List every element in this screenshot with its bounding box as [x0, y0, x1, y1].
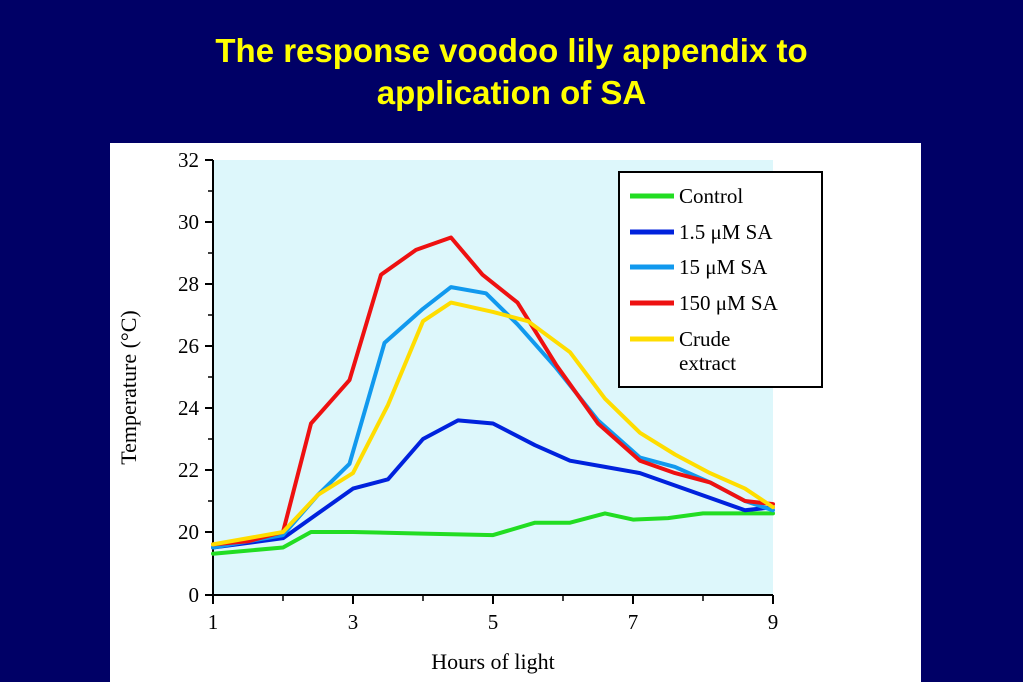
x-tick-label: 3	[348, 610, 359, 634]
legend-label: extract	[679, 351, 736, 375]
series-line-control	[211, 511, 775, 556]
y-tick-label: 30	[178, 210, 199, 234]
line-chart: 0 20 22 24 26 28 30 32 1 3 5 7 9 Hours of light Temper…	[116, 148, 823, 674]
y-axis-title: Temperature (°C)	[116, 310, 141, 464]
legend-box	[618, 171, 823, 388]
y-tick-label: 32	[178, 148, 199, 172]
y-tick-label: 20	[178, 520, 199, 544]
slide-title-line-2: application of SA	[376, 74, 647, 111]
y-tick-label: 28	[178, 272, 199, 296]
x-tick-label: 1	[208, 610, 219, 634]
y-tick-label: 0	[189, 583, 200, 607]
y-tick-label: 22	[178, 458, 199, 482]
legend-label: Crude	[679, 327, 730, 351]
x-tick-label: 7	[628, 610, 639, 634]
chart-panel: 0 20 22 24 26 28 30 32 1 3 5 7 9 Hours of light Temper…	[110, 143, 921, 682]
legend-label: 150 μM SA	[679, 291, 779, 315]
legend-label: Control	[679, 184, 743, 208]
slide-title: The response voodoo lily appendix to app…	[0, 30, 1023, 114]
series-line-150-m-sa	[211, 235, 775, 547]
series-line-crude-extract	[211, 300, 775, 547]
slide-title-line-1: The response voodoo lily appendix to	[215, 32, 808, 69]
x-tick-label: 9	[768, 610, 779, 634]
series-line-1-5-m-sa	[211, 418, 775, 550]
y-tick-label: 26	[178, 334, 199, 358]
y-tick-label: 24	[178, 396, 200, 420]
x-axis-title: Hours of light	[431, 649, 554, 674]
x-tick-label: 5	[488, 610, 499, 634]
legend-label: 15 μM SA	[679, 255, 768, 279]
series-line-15-m-sa	[211, 285, 775, 550]
legend-label: 1.5 μM SA	[679, 220, 773, 244]
